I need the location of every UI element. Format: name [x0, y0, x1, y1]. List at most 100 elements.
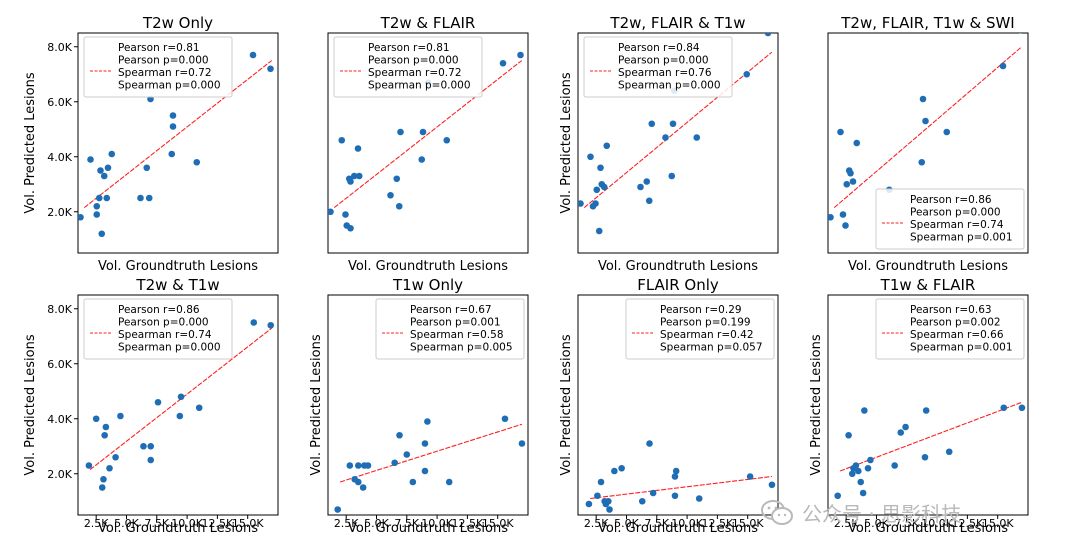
axes-frame: [327, 294, 529, 516]
data-point: [395, 202, 403, 210]
plot-area: [834, 401, 1026, 500]
y-tick-label: 8.0K: [47, 303, 72, 316]
legend-entry: Spearman r=0.72: [368, 67, 462, 79]
data-point: [1018, 33, 1023, 34]
data-point: [693, 134, 701, 141]
x-tick-label: 15.0K: [982, 517, 1014, 530]
axes-frame: [577, 294, 779, 516]
subplot-title: FLAIR Only: [637, 276, 719, 294]
subplot-7: FLAIR Only Vol. Groundtruth Lesions Vol. P…: [559, 276, 779, 536]
y-tick-label: 6.0K: [47, 358, 72, 371]
data-point: [267, 321, 275, 329]
data-point: [834, 492, 841, 500]
data-point: [839, 211, 847, 218]
legend-entry: Pearson r=0.81: [118, 42, 200, 54]
data-point: [424, 418, 431, 425]
data-point: [98, 230, 106, 238]
legend-entry: Pearson p=0.000: [368, 55, 459, 67]
legend-entry: Pearson r=0.86: [118, 304, 200, 316]
data-point: [897, 429, 905, 436]
x-axis-label: Vol. Groundtruth Lesions: [348, 521, 508, 536]
data-point: [918, 158, 926, 166]
x-tick-label: 12.5K: [952, 517, 984, 530]
plot-area: [85, 319, 275, 491]
data-point: [852, 462, 860, 469]
data-point: [864, 464, 872, 472]
x-tick-label: 15.0K: [732, 517, 764, 530]
subplot-3: T2w, FLAIR & T1w Vol. Groundtruth Lesions…: [559, 14, 779, 274]
data-point: [597, 164, 604, 172]
data-point: [443, 136, 451, 144]
x-tick-label: 10.0K: [671, 517, 703, 530]
x-axis-label: Vol. Groundtruth Lesions: [98, 521, 258, 536]
legend-entry: Spearman r=0.74: [910, 219, 1004, 231]
legend-box: [583, 36, 733, 98]
x-tick-label: 10.0K: [421, 517, 453, 530]
subplot-2: T2w & FLAIR Vol. Groundtruth Lesions Pears…: [327, 14, 529, 274]
data-point: [145, 194, 153, 202]
x-tick-label: 7.5K: [644, 517, 669, 530]
data-point: [328, 208, 334, 216]
plot-area: [78, 51, 274, 238]
data-point: [249, 51, 257, 59]
y-tick-label: 2.0K: [47, 206, 72, 219]
data-point: [387, 191, 394, 199]
data-point: [169, 112, 177, 119]
legend-box: [83, 298, 233, 360]
axes-frame: [827, 294, 1029, 516]
plot-area: [828, 33, 1023, 229]
y-axis-label: Vol. Predicted Lesions: [809, 334, 824, 475]
legend-entry: Spearman p=0.005: [410, 342, 513, 354]
axes-frame: [77, 294, 279, 516]
plot-area: [334, 415, 526, 513]
data-point: [112, 453, 119, 461]
x-tick-label: 10.0K: [921, 517, 953, 530]
watermark-text: 公众号 · 思影科技: [802, 502, 962, 526]
x-tick-label: 10.0K: [171, 517, 203, 530]
data-point: [391, 459, 398, 467]
y-axis-label: Vol. Predicted Lesions: [559, 72, 574, 213]
data-point: [106, 464, 113, 472]
legend-entry: Spearman r=0.58: [410, 329, 504, 341]
data-point: [177, 393, 185, 401]
legend-entry: Pearson p=0.000: [618, 55, 709, 67]
x-axis-label: Vol. Groundtruth Lesions: [348, 259, 508, 274]
x-tick-label: 2.5K: [584, 517, 609, 530]
data-point: [355, 172, 363, 180]
legend-entry: Pearson p=0.000: [118, 55, 209, 67]
data-point: [140, 442, 147, 450]
data-point: [999, 62, 1007, 70]
data-point: [848, 470, 856, 478]
axes-frame: [577, 32, 779, 254]
data-point: [672, 467, 680, 475]
legend-entry: Pearson p=0.001: [410, 317, 501, 329]
data-point: [595, 227, 603, 235]
x-axis-label: Vol. Groundtruth Lesions: [598, 521, 758, 536]
axes-frame: [77, 32, 279, 254]
legend-entry: Spearman p=0.001: [910, 342, 1013, 354]
data-point: [853, 139, 861, 147]
subplot-title: T2w & T1w: [135, 276, 219, 294]
data-point: [662, 134, 669, 141]
data-point: [499, 59, 507, 67]
data-point: [117, 412, 124, 420]
x-tick-label: 5.0K: [364, 517, 389, 530]
data-point: [85, 462, 93, 469]
data-point: [845, 431, 852, 439]
legend-entry: Spearman p=0.001: [910, 232, 1013, 244]
x-axis-label: Vol. Groundtruth Lesions: [848, 259, 1008, 274]
legend-entry: Pearson p=0.002: [910, 317, 1001, 329]
data-point: [102, 423, 110, 431]
data-point: [945, 448, 953, 456]
subplot-title: T2w, FLAIR & T1w: [609, 14, 745, 32]
data-point: [95, 194, 103, 202]
subplot-1: T2w Only Vol. Groundtruth Lesions Vol. Pre…: [23, 14, 279, 274]
data-point: [843, 180, 851, 188]
data-point: [419, 128, 427, 136]
